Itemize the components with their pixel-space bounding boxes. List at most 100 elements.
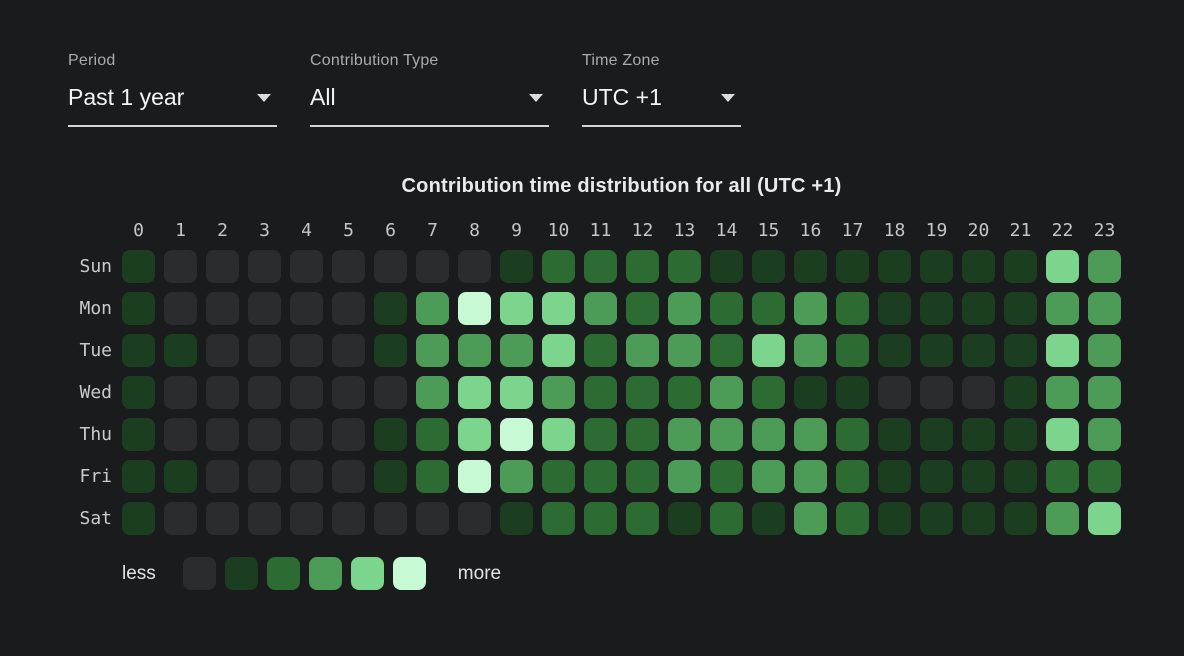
heatmap-cell[interactable] (668, 418, 701, 451)
heatmap-cell[interactable] (374, 292, 407, 325)
heatmap-cell[interactable] (374, 376, 407, 409)
heatmap-cell[interactable] (542, 250, 575, 283)
heatmap-cell[interactable] (248, 292, 281, 325)
heatmap-cell[interactable] (542, 502, 575, 535)
heatmap-cell[interactable] (752, 334, 785, 367)
heatmap-cell[interactable] (1046, 502, 1079, 535)
heatmap-cell[interactable] (332, 418, 365, 451)
heatmap-cell[interactable] (332, 376, 365, 409)
heatmap-cell[interactable] (920, 250, 953, 283)
heatmap-cell[interactable] (458, 418, 491, 451)
heatmap-cell[interactable] (626, 460, 659, 493)
heatmap-cell[interactable] (878, 418, 911, 451)
heatmap-cell[interactable] (416, 418, 449, 451)
heatmap-cell[interactable] (248, 460, 281, 493)
heatmap-cell[interactable] (374, 418, 407, 451)
heatmap-cell[interactable] (794, 292, 827, 325)
heatmap-cell[interactable] (248, 418, 281, 451)
heatmap-cell[interactable] (1004, 334, 1037, 367)
heatmap-cell[interactable] (752, 376, 785, 409)
heatmap-cell[interactable] (500, 334, 533, 367)
heatmap-cell[interactable] (626, 418, 659, 451)
heatmap-cell[interactable] (1088, 334, 1121, 367)
heatmap-cell[interactable] (206, 376, 239, 409)
heatmap-cell[interactable] (584, 418, 617, 451)
heatmap-cell[interactable] (1088, 376, 1121, 409)
heatmap-cell[interactable] (1004, 460, 1037, 493)
heatmap-cell[interactable] (416, 250, 449, 283)
heatmap-cell[interactable] (1046, 292, 1079, 325)
heatmap-cell[interactable] (836, 418, 869, 451)
heatmap-cell[interactable] (584, 376, 617, 409)
heatmap-cell[interactable] (1088, 292, 1121, 325)
heatmap-cell[interactable] (458, 460, 491, 493)
heatmap-cell[interactable] (668, 334, 701, 367)
heatmap-cell[interactable] (626, 376, 659, 409)
heatmap-cell[interactable] (962, 250, 995, 283)
heatmap-cell[interactable] (668, 502, 701, 535)
heatmap-cell[interactable] (920, 334, 953, 367)
heatmap-cell[interactable] (1004, 250, 1037, 283)
heatmap-cell[interactable] (836, 376, 869, 409)
heatmap-cell[interactable] (1004, 418, 1037, 451)
heatmap-cell[interactable] (332, 250, 365, 283)
heatmap-cell[interactable] (878, 502, 911, 535)
heatmap-cell[interactable] (710, 418, 743, 451)
heatmap-cell[interactable] (206, 250, 239, 283)
heatmap-cell[interactable] (164, 502, 197, 535)
heatmap-cell[interactable] (458, 250, 491, 283)
heatmap-cell[interactable] (920, 460, 953, 493)
heatmap-cell[interactable] (794, 376, 827, 409)
heatmap-cell[interactable] (878, 376, 911, 409)
heatmap-cell[interactable] (710, 250, 743, 283)
contribution-type-dropdown[interactable]: All (310, 84, 549, 127)
heatmap-cell[interactable] (878, 250, 911, 283)
heatmap-cell[interactable] (962, 292, 995, 325)
heatmap-cell[interactable] (920, 292, 953, 325)
heatmap-cell[interactable] (500, 418, 533, 451)
heatmap-cell[interactable] (206, 418, 239, 451)
heatmap-cell[interactable] (668, 250, 701, 283)
heatmap-cell[interactable] (416, 334, 449, 367)
heatmap-cell[interactable] (248, 250, 281, 283)
heatmap-cell[interactable] (542, 292, 575, 325)
heatmap-cell[interactable] (122, 376, 155, 409)
heatmap-cell[interactable] (920, 502, 953, 535)
heatmap-cell[interactable] (962, 502, 995, 535)
heatmap-cell[interactable] (626, 250, 659, 283)
heatmap-cell[interactable] (500, 292, 533, 325)
heatmap-cell[interactable] (626, 292, 659, 325)
heatmap-cell[interactable] (1088, 250, 1121, 283)
heatmap-cell[interactable] (668, 376, 701, 409)
heatmap-cell[interactable] (1004, 376, 1037, 409)
heatmap-cell[interactable] (962, 376, 995, 409)
heatmap-cell[interactable] (206, 334, 239, 367)
heatmap-cell[interactable] (458, 292, 491, 325)
heatmap-cell[interactable] (416, 292, 449, 325)
heatmap-cell[interactable] (122, 250, 155, 283)
heatmap-cell[interactable] (164, 334, 197, 367)
heatmap-cell[interactable] (290, 250, 323, 283)
heatmap-cell[interactable] (710, 292, 743, 325)
heatmap-cell[interactable] (542, 334, 575, 367)
heatmap-cell[interactable] (1088, 418, 1121, 451)
heatmap-cell[interactable] (668, 292, 701, 325)
heatmap-cell[interactable] (752, 502, 785, 535)
heatmap-cell[interactable] (962, 460, 995, 493)
heatmap-cell[interactable] (584, 334, 617, 367)
heatmap-cell[interactable] (164, 460, 197, 493)
heatmap-cell[interactable] (542, 460, 575, 493)
heatmap-cell[interactable] (542, 418, 575, 451)
heatmap-cell[interactable] (836, 502, 869, 535)
heatmap-cell[interactable] (206, 460, 239, 493)
heatmap-cell[interactable] (836, 460, 869, 493)
heatmap-cell[interactable] (584, 292, 617, 325)
heatmap-cell[interactable] (290, 502, 323, 535)
heatmap-cell[interactable] (248, 502, 281, 535)
heatmap-cell[interactable] (500, 250, 533, 283)
heatmap-cell[interactable] (878, 460, 911, 493)
heatmap-cell[interactable] (836, 292, 869, 325)
heatmap-cell[interactable] (122, 502, 155, 535)
heatmap-cell[interactable] (752, 292, 785, 325)
heatmap-cell[interactable] (1046, 418, 1079, 451)
